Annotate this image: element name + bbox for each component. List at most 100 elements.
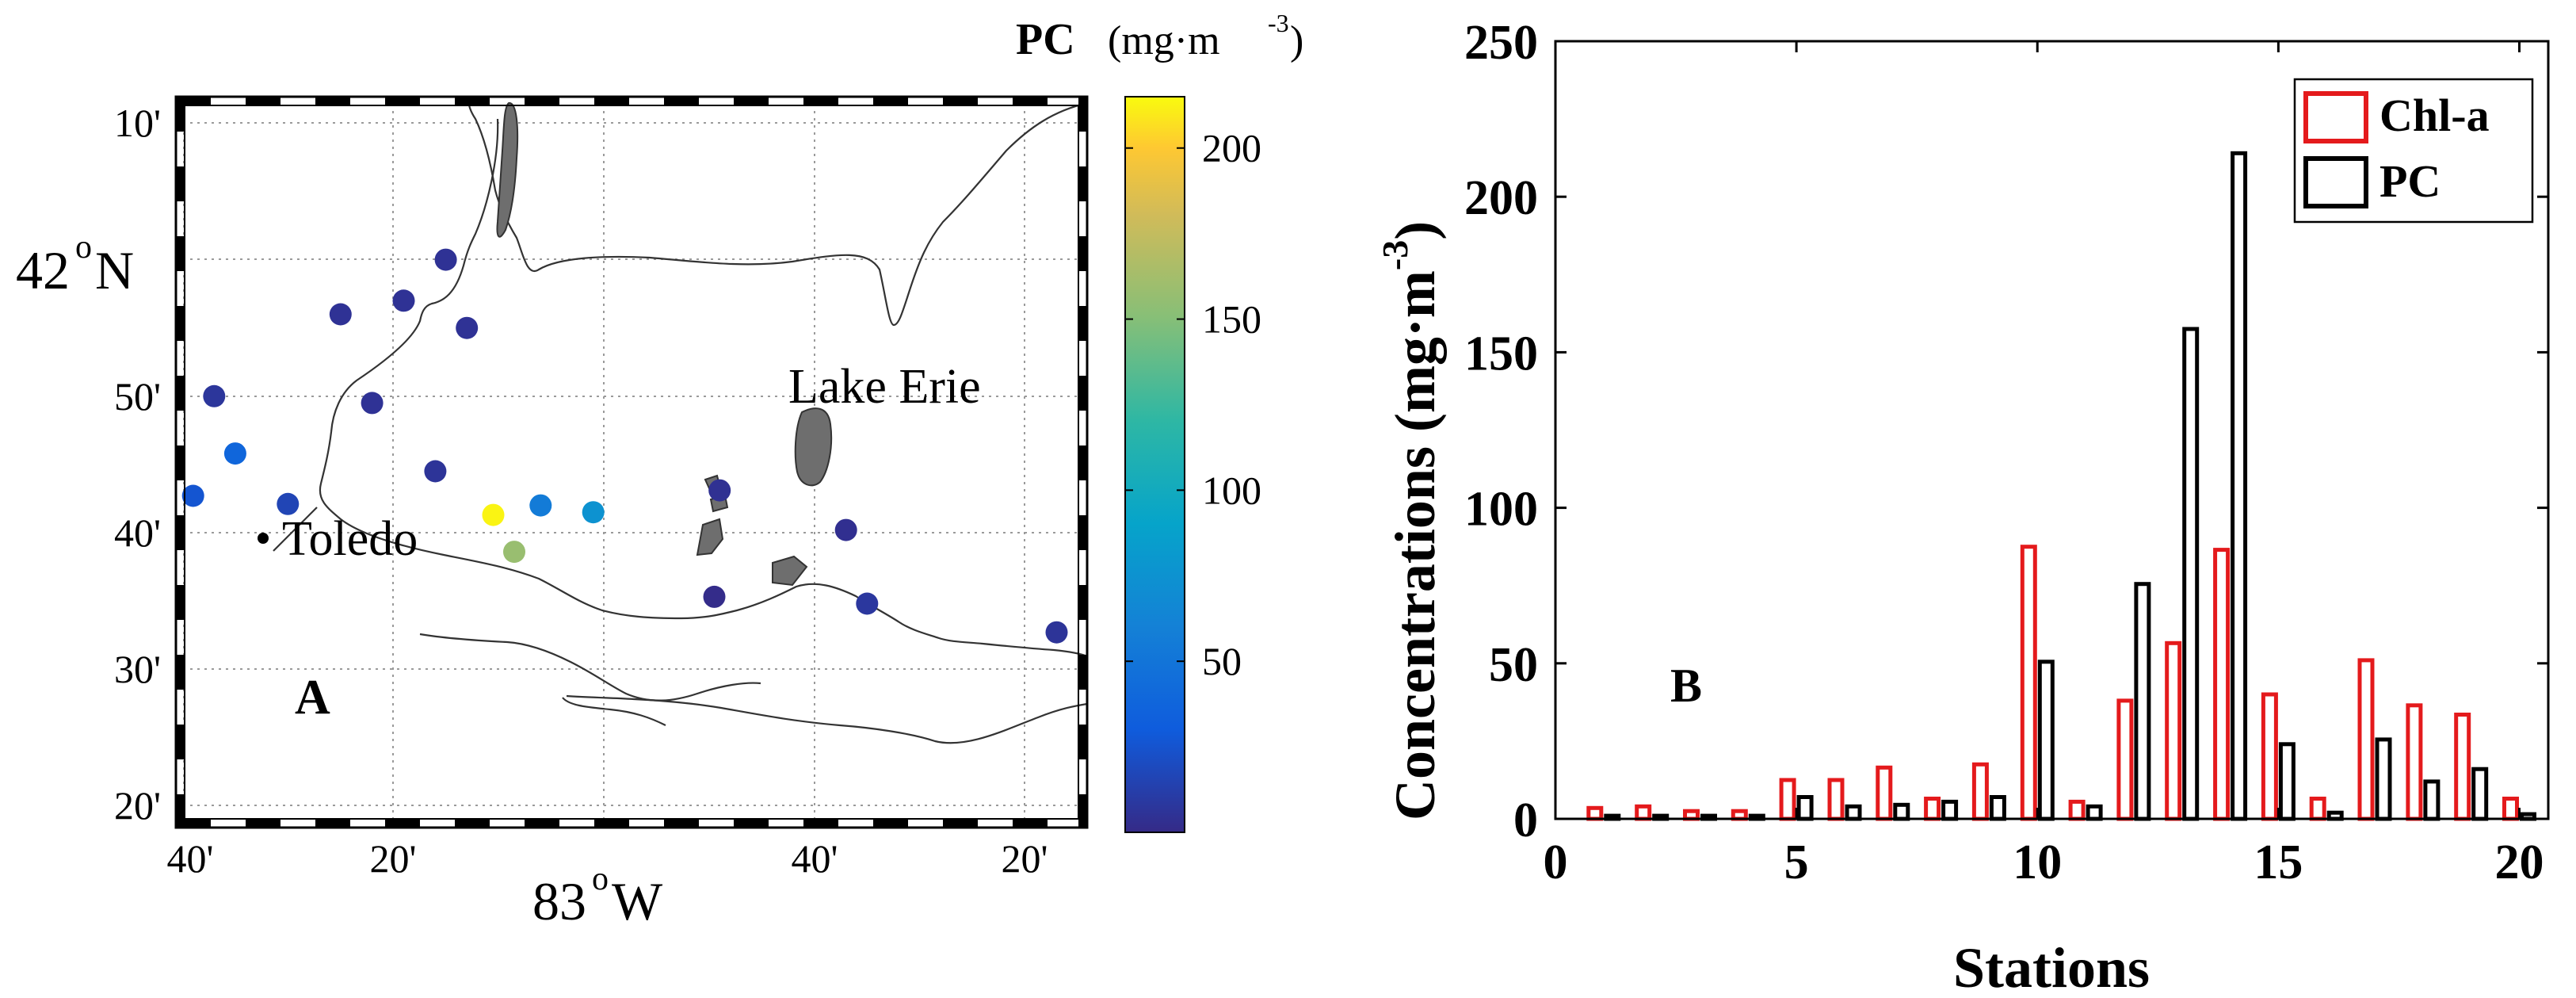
lon-tick-label: 40' [791,836,838,881]
station-point [392,289,415,312]
legend-label-chla: Chl-a [2379,90,2490,141]
station-point [424,460,447,483]
lat-tick-label: 10' [114,101,161,145]
border-tick [176,97,211,105]
border-tick [1078,166,1087,201]
border-tick [176,819,211,828]
lat-hemisphere: N [95,240,134,300]
colorbar-gradient [1124,96,1185,833]
bar-chla [1876,765,1893,821]
colorbar-ticks: 50 100 150 200 [1125,126,1261,683]
border-tick [1078,515,1087,550]
border-tick [385,97,420,105]
bar-chla [2020,545,2037,821]
y-tick-label: 250 [1464,16,1538,70]
border-tick [803,97,838,105]
station-point [856,592,879,615]
bar-chla [1586,805,1604,821]
border-tick [176,306,185,341]
map-border-checkers [176,97,1087,828]
station-point [529,494,552,517]
legend-swatch-chla [2303,91,2368,143]
latitude-labels: 10' 50' 40' 30' 20' [114,101,161,828]
lake-erie-label: Lake Erie [788,360,981,414]
border-tick [1078,445,1087,480]
y-axis-title-text: Concentrations (mg·m [1383,270,1447,820]
y-axis-title-close: ) [1383,221,1447,240]
x-axis-title: Stations [1953,936,2150,998]
y-tick-label: 100 [1464,483,1538,537]
border-tick [1078,585,1087,620]
colorbar-tick-label: 50 [1202,639,1242,683]
x-tick-label: 15 [2254,835,2303,889]
border-tick [873,819,908,828]
colorbar-tick-label: 200 [1202,126,1261,170]
bar-chla [2309,797,2326,821]
lon-tick-label: 20' [369,836,416,881]
border-tick [176,376,185,411]
lat-major-number: 42 [16,240,70,300]
bar-chla [2213,548,2231,821]
border-tick [176,655,185,690]
border-tick [176,236,185,271]
station-point [203,384,226,407]
bar-pc [2375,737,2392,821]
y-tick-label: 50 [1489,638,1538,692]
bar-pc [2086,804,2103,821]
border-tick [176,445,185,480]
station-point [708,479,731,502]
border-tick [943,97,978,105]
border-tick [734,819,769,828]
bar-pc [1845,804,1862,821]
border-tick [943,819,978,828]
y-tick-label: 0 [1513,793,1538,847]
bar-pc [1989,795,2006,821]
legend-box [2293,78,2534,224]
border-tick [176,585,185,620]
legend-label-pc: PC [2379,155,2441,207]
lat-tick-label: 50' [114,374,161,419]
bar-pc [2423,779,2441,821]
bar-chla [2068,799,2086,821]
lon-tick-label: 40' [166,836,213,881]
bar-pc [1796,795,1814,821]
y-axis-title-exponent: -3 [1375,240,1415,270]
bar-pc [2231,151,2248,821]
border-tick [315,819,350,828]
x-tick-label: 10 [2013,835,2062,889]
bar-pc [2278,742,2296,821]
bar-pc [1941,799,1959,821]
station-point [1045,621,1068,644]
station-point [482,503,505,526]
lon-major-number: 83 [532,871,586,931]
y-tick-label: 150 [1464,327,1538,380]
lon-major-label: 83 o W [532,861,663,931]
border-tick [1078,376,1087,411]
border-tick [734,97,769,105]
station-point [181,484,204,507]
border-tick [176,725,185,759]
bar-chla [2261,692,2278,821]
border-tick [594,819,629,828]
longitude-labels: 40' 20' 40' 20' [166,836,1048,881]
station-point [361,392,384,415]
border-tick [455,819,490,828]
border-tick [246,97,280,105]
coastline [273,97,1087,744]
border-tick [664,97,699,105]
border-tick [176,794,185,828]
border-tick [1013,819,1048,828]
islands [496,102,833,587]
bar-chla [2116,698,2134,821]
bar-chla [1924,797,1941,821]
chart-frame [1554,40,2550,820]
bar-chla [2454,713,2471,821]
bar-chla [2406,703,2423,821]
border-tick [315,97,350,105]
border-tick [1078,236,1087,271]
border-tick [455,97,490,105]
station-point [703,585,726,608]
colorbar-tick-label: 100 [1202,468,1261,512]
